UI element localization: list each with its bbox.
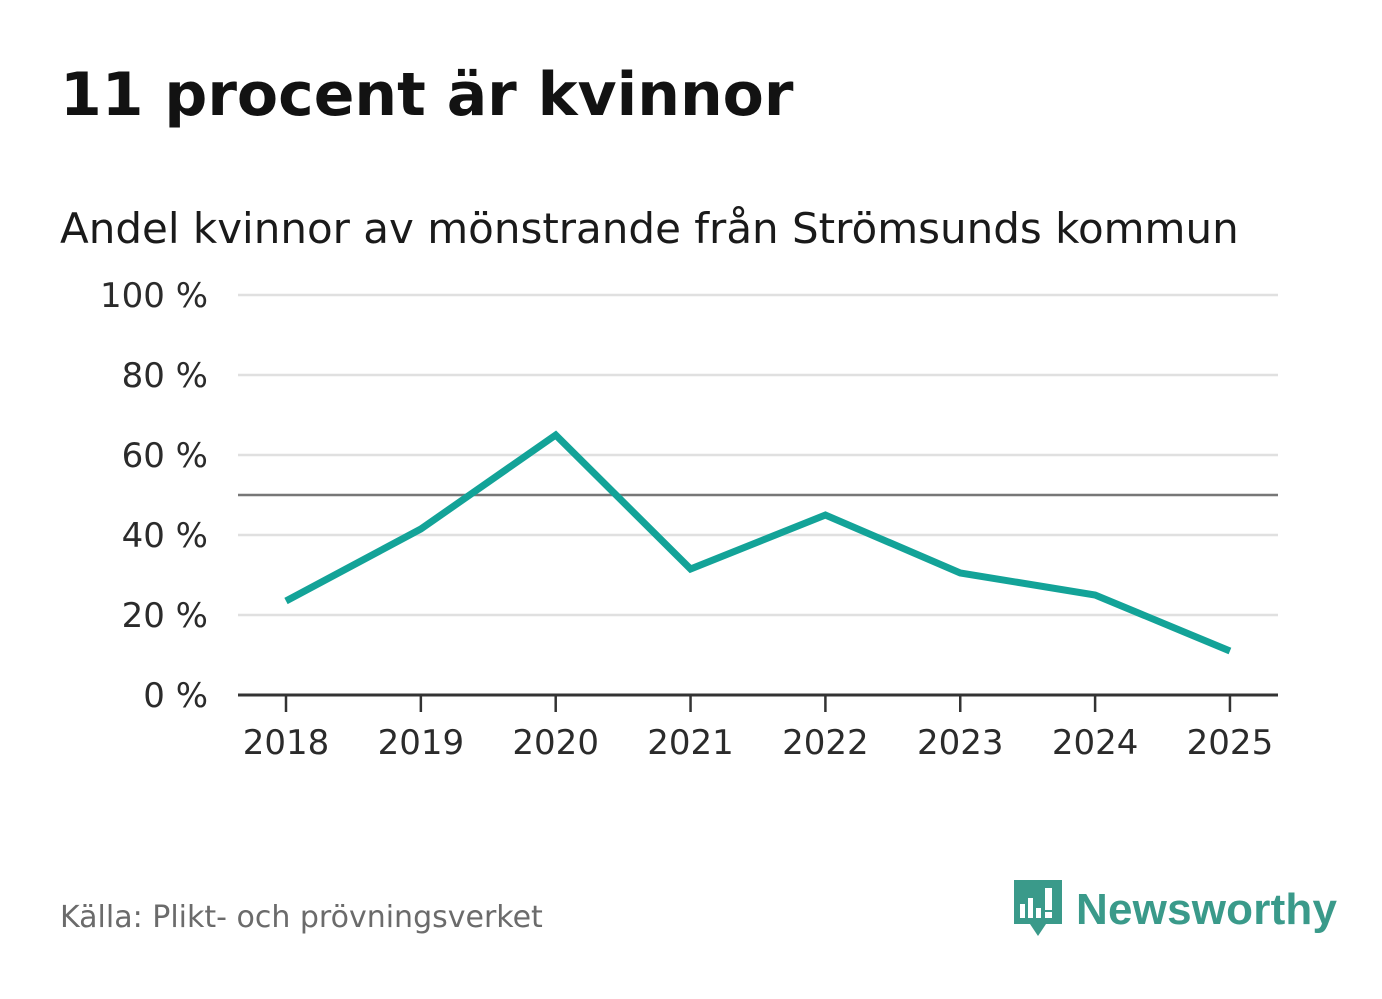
- x-tick-label: 2022: [782, 723, 869, 763]
- y-tick-label: 20 %: [122, 596, 208, 636]
- series-layer: [284, 430, 1232, 655]
- x-tick-label: 2019: [378, 723, 465, 763]
- y-axis-ticks: 0 % 20 % 40 % 60 % 80 % 100 %: [100, 276, 208, 716]
- x-tick-label: 2021: [647, 723, 734, 763]
- y-tick-label: 80 %: [122, 356, 208, 396]
- x-tick-label: 2023: [917, 723, 1004, 763]
- x-tick-label: 2020: [512, 723, 599, 763]
- chart-subtitle: Andel kvinnor av mönstrande från Strömsu…: [60, 204, 1239, 253]
- source-note: Källa: Plikt- och prövningsverket: [60, 900, 543, 935]
- brand-name: Newsworthy: [1076, 885, 1338, 934]
- y-tick-label: 0 %: [143, 676, 208, 716]
- y-tick-label: 100 %: [100, 276, 208, 316]
- x-axis: [238, 693, 1278, 712]
- chart-bubble-icon: [1014, 880, 1062, 936]
- y-tick-label: 60 %: [122, 436, 208, 476]
- gridlines: [238, 293, 1278, 617]
- x-tick-label: 2024: [1052, 723, 1139, 763]
- x-tick-label: 2025: [1187, 723, 1274, 763]
- x-tick-label: 2018: [243, 723, 330, 763]
- y-tick-label: 40 %: [122, 516, 208, 556]
- series-line: [284, 430, 1232, 655]
- x-axis-ticks: 2018 2019 2020 2021 2022 2023 2024 2025: [243, 723, 1273, 763]
- brand-logo: Newsworthy: [1010, 878, 1337, 942]
- chart-title: 11 procent är kvinnor: [60, 60, 794, 130]
